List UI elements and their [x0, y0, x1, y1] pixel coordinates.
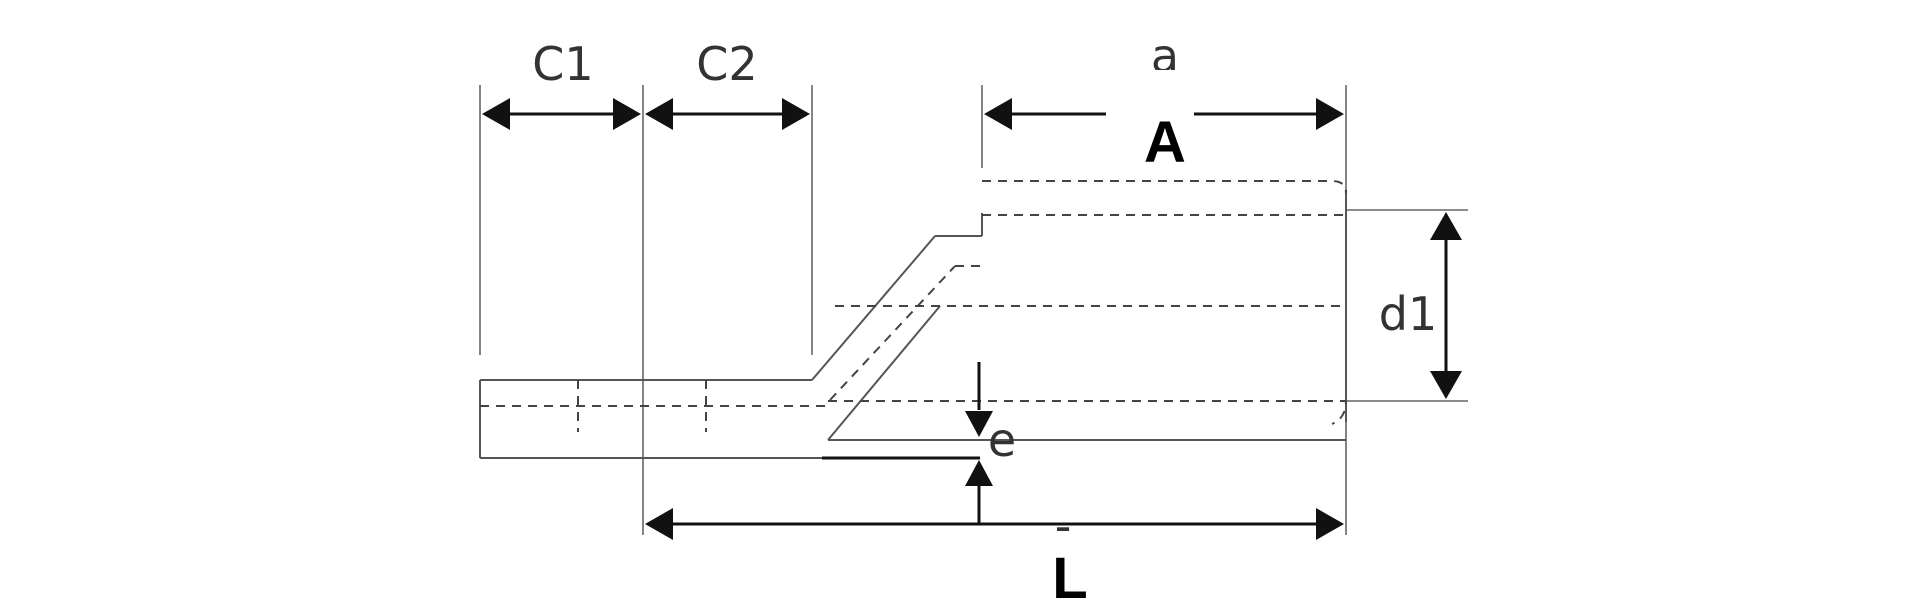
extension-lines: [479, 85, 1468, 535]
label-a-overlay: A: [1144, 110, 1186, 175]
barrel-top-hidden-line: [982, 180, 1347, 194]
label-c2: C2: [696, 37, 757, 91]
arrowhead-e-up: [965, 460, 993, 486]
arrowhead-c2-left: [645, 98, 673, 130]
label-e: e: [988, 413, 1016, 467]
arrowhead-l-right: [1316, 508, 1344, 540]
lug-outline: [479, 190, 1347, 460]
offset-slope-hidden-line: [829, 265, 956, 401]
offset-slope-upper: [811, 235, 936, 381]
arrowhead-a-right: [1316, 98, 1344, 130]
arrowhead-c1-right: [613, 98, 641, 130]
hidden-lines: [480, 180, 1348, 432]
dimension-l: - L: [645, 499, 1344, 600]
label-d1: d1: [1379, 287, 1437, 341]
barrel-inner-bottom-hidden-line: [828, 400, 1348, 425]
label-c1: C1: [532, 37, 593, 91]
arrowhead-l-left: [645, 508, 673, 540]
arrowhead-a-left: [984, 98, 1012, 130]
dimension-d1: d1: [1379, 212, 1462, 399]
dimension-a: a A: [984, 29, 1344, 175]
arrowhead-d1-bottom: [1430, 371, 1462, 399]
arrowhead-c1-left: [482, 98, 510, 130]
arrowhead-d1-top: [1430, 212, 1462, 240]
offset-slope-lower: [827, 305, 941, 441]
arrowhead-c2-right: [782, 98, 810, 130]
label-a-overlay-box: [1106, 70, 1194, 146]
label-l-partial: -: [1055, 499, 1072, 553]
label-l-overlay: L: [1052, 546, 1087, 600]
dimension-e: e: [965, 362, 1016, 525]
dimension-c2: C2: [645, 37, 810, 130]
arrowhead-e-down: [965, 411, 993, 437]
dimension-c1: C1: [482, 37, 641, 130]
